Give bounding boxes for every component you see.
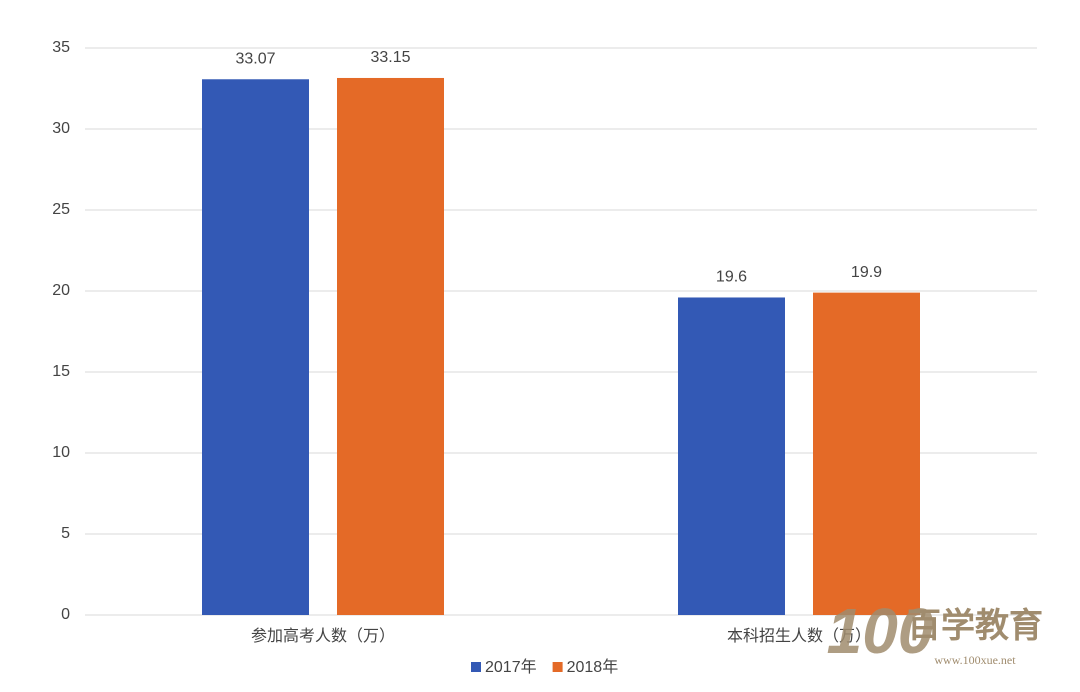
bar	[813, 292, 920, 615]
y-tick-label: 5	[61, 525, 70, 542]
x-tick-label: 参加高考人数（万）	[251, 627, 395, 645]
bar	[202, 79, 309, 616]
y-tick-label: 30	[52, 120, 70, 137]
watermark-logo: 100	[827, 595, 934, 667]
watermark-name: 百学教育	[907, 606, 1043, 645]
x-tick-label: 本科招生人数（万）	[727, 627, 871, 645]
y-tick-label: 20	[52, 282, 70, 299]
data-label: 33.15	[370, 49, 410, 66]
legend-swatch	[552, 662, 563, 672]
data-label: 19.6	[716, 269, 747, 286]
y-tick-label: 10	[52, 444, 70, 461]
watermark-url: www.100xue.net	[934, 653, 1016, 667]
y-tick-label: 25	[52, 201, 70, 218]
legend-label: 2017年	[485, 658, 537, 676]
legend-swatch	[471, 662, 481, 672]
bar	[678, 297, 785, 615]
data-label: 19.9	[851, 264, 882, 281]
bar	[337, 77, 444, 616]
data-label: 33.07	[235, 50, 275, 67]
y-tick-label: 35	[52, 39, 70, 56]
legend-label: 2018年	[567, 658, 619, 676]
y-tick-label: 15	[52, 363, 70, 380]
y-tick-label: 0	[61, 606, 70, 623]
